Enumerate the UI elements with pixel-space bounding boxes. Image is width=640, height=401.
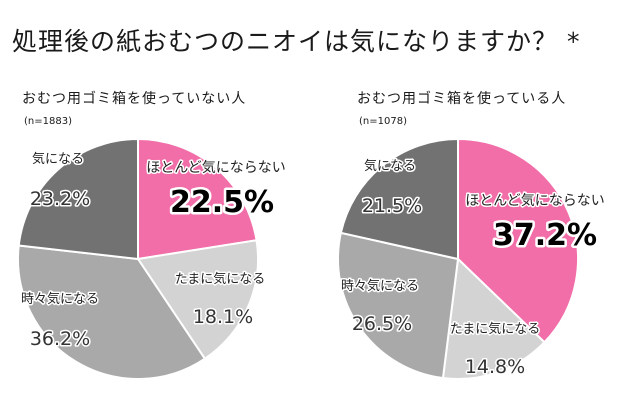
left-subtitle: おむつ用ゴミ箱を使っていない人 bbox=[22, 91, 247, 107]
left-category-label-4: 気になる bbox=[32, 151, 84, 167]
right-category-label-3: 時々気になる bbox=[341, 278, 419, 294]
right-sample-size: (n=1078) bbox=[359, 116, 407, 127]
right-subtitle: おむつ用ゴミ箱を使っている人 bbox=[357, 91, 567, 107]
left-category-label-2: たまに気になる bbox=[175, 271, 266, 287]
left-value-label-4: 23.2% bbox=[30, 188, 90, 210]
right-slice-2 bbox=[441, 256, 546, 380]
left-sample-size: (n=1883) bbox=[24, 116, 72, 127]
right-value-label-1: 37.2% bbox=[493, 218, 597, 253]
right-slice-1 bbox=[457, 137, 579, 344]
right-category-label-4: 気になる bbox=[364, 158, 416, 174]
left-value-label-2: 18.1% bbox=[193, 306, 253, 328]
left-value-label-1: 22.5% bbox=[170, 185, 274, 220]
left-slice-1 bbox=[137, 137, 258, 261]
right-value-label-4: 21.5% bbox=[362, 195, 422, 217]
right-slice-4 bbox=[339, 137, 459, 261]
right-category-label-2: たまに気になる bbox=[450, 321, 541, 337]
left-value-label-3: 36.2% bbox=[30, 328, 90, 350]
left-slice-3 bbox=[17, 244, 207, 380]
left-slice-2 bbox=[136, 239, 259, 361]
left-pie: ほとんど気にならない 22.5% たまに気になる 18.1% 時々気になる 36.2% 気に… bbox=[17, 137, 287, 380]
right-value-label-2: 14.8% bbox=[465, 356, 525, 378]
left-slice-4 bbox=[17, 137, 139, 261]
right-value-label-3: 26.5% bbox=[352, 313, 412, 335]
left-category-label-1: ほとんど気にならない bbox=[146, 160, 286, 176]
left-category-label-3: 時々気になる bbox=[21, 291, 99, 307]
right-slice-3 bbox=[337, 231, 460, 380]
right-category-label-1: ほとんど気にならない bbox=[465, 193, 605, 209]
chart-title: 処理後の紙おむつのニオイは気になりますか？ * bbox=[12, 27, 581, 56]
right-pie: ほとんど気にならない 37.2% たまに気になる 14.8% 時々気になる 26.5% 気に… bbox=[337, 137, 606, 380]
